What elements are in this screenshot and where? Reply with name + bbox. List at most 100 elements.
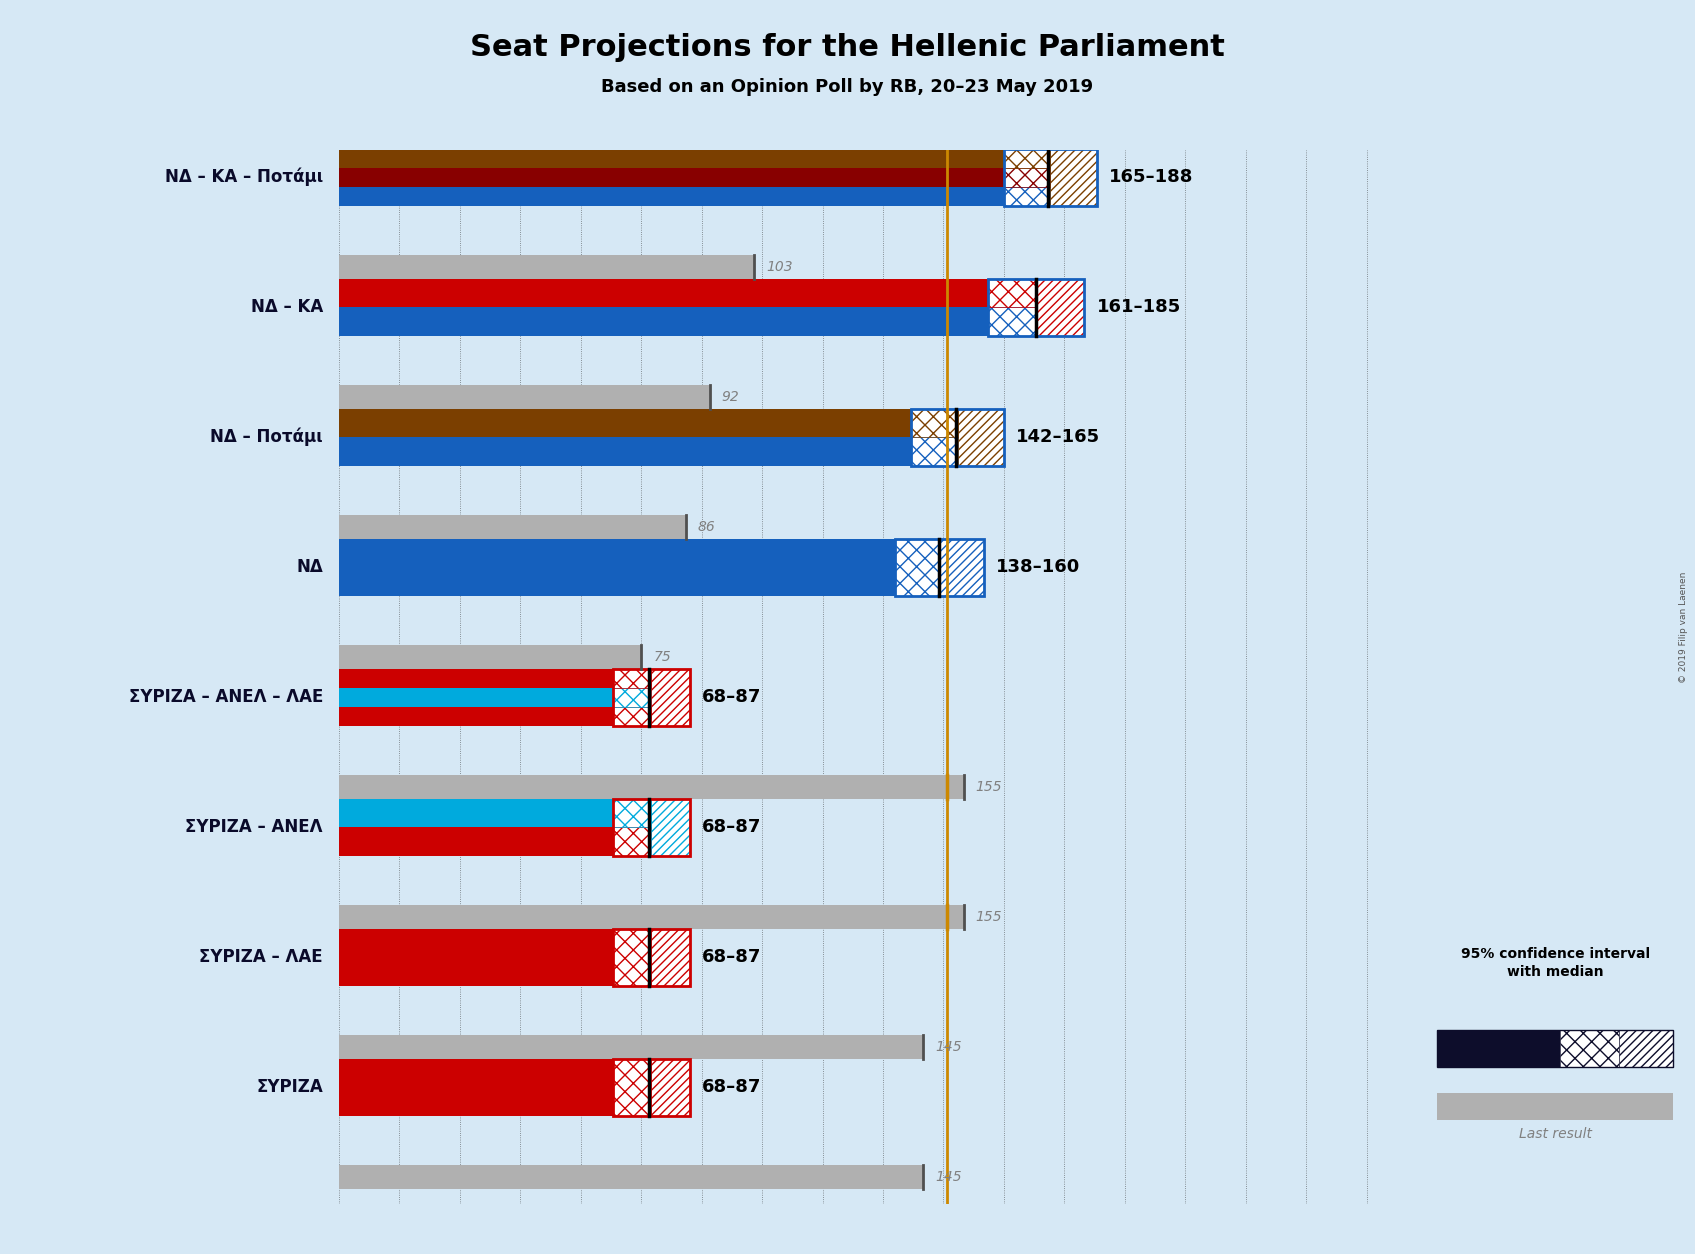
Text: Based on an Opinion Poll by RB, 20–23 May 2019: Based on an Opinion Poll by RB, 20–23 Ma…: [602, 78, 1093, 95]
Bar: [614, 929, 690, 986]
Bar: [988, 278, 1085, 336]
Text: ΝΔ – ΚΑ: ΝΔ – ΚΑ: [251, 298, 322, 316]
Bar: [339, 707, 614, 726]
Bar: [339, 799, 614, 828]
Bar: [651, 929, 690, 986]
Bar: [1559, 1030, 1619, 1067]
Bar: [339, 539, 895, 596]
Bar: [651, 799, 690, 856]
Bar: [614, 799, 690, 856]
Bar: [895, 539, 939, 596]
Bar: [1619, 1030, 1673, 1067]
Bar: [1003, 148, 1051, 168]
Bar: [614, 687, 651, 707]
Bar: [339, 255, 754, 278]
Bar: [1437, 1030, 1673, 1067]
Bar: [895, 539, 939, 596]
Text: 165–188: 165–188: [1109, 168, 1193, 186]
Bar: [339, 187, 1003, 206]
Text: 138–160: 138–160: [997, 558, 1080, 577]
Text: Last result: Last result: [1519, 1127, 1592, 1141]
Text: 145: 145: [936, 1170, 963, 1184]
Bar: [339, 929, 614, 986]
Text: Seat Projections for the Hellenic Parliament: Seat Projections for the Hellenic Parlia…: [470, 33, 1225, 61]
Bar: [614, 799, 651, 828]
Bar: [614, 668, 651, 687]
Bar: [339, 438, 912, 465]
Bar: [1003, 148, 1097, 206]
Bar: [614, 668, 651, 687]
Bar: [1437, 1030, 1559, 1067]
Bar: [339, 307, 988, 336]
Text: ΣΥΡΙΖΑ – ΛΑΕ: ΣΥΡΙΖΑ – ΛΑΕ: [200, 948, 322, 967]
Bar: [958, 409, 1003, 465]
Bar: [339, 775, 963, 799]
Bar: [988, 278, 1036, 307]
Text: 95% confidence interval
with median: 95% confidence interval with median: [1461, 947, 1649, 979]
Text: 142–165: 142–165: [1015, 428, 1100, 446]
Bar: [339, 668, 614, 687]
Bar: [1036, 278, 1085, 336]
Bar: [339, 515, 685, 539]
Bar: [614, 929, 651, 986]
Bar: [339, 409, 912, 438]
Text: 145: 145: [936, 1040, 963, 1055]
Bar: [1003, 168, 1051, 187]
Bar: [912, 409, 958, 438]
Bar: [1003, 148, 1051, 168]
Text: ΣΥΡΙΖΑ – ΑΝΕΛ: ΣΥΡΙΖΑ – ΑΝΕΛ: [185, 819, 322, 836]
Bar: [912, 409, 958, 438]
Bar: [614, 687, 651, 707]
Bar: [1003, 187, 1051, 206]
Bar: [651, 668, 690, 726]
Bar: [988, 307, 1036, 336]
Text: ΣΥΡΙΖΑ – ΑΝΕΛ – ΛΑΕ: ΣΥΡΙΖΑ – ΑΝΕΛ – ΛΑΕ: [129, 688, 322, 706]
Bar: [614, 828, 651, 856]
Text: ΝΔ – Ποτάμι: ΝΔ – Ποτάμι: [210, 428, 322, 446]
Bar: [339, 168, 1003, 187]
Text: 92: 92: [722, 390, 739, 404]
Bar: [614, 707, 651, 726]
Bar: [1003, 168, 1051, 187]
Bar: [339, 385, 710, 409]
Bar: [1003, 187, 1051, 206]
Text: 68–87: 68–87: [702, 948, 761, 967]
Text: 103: 103: [766, 260, 793, 273]
Bar: [651, 799, 690, 856]
Bar: [339, 905, 963, 929]
Bar: [912, 438, 958, 465]
Text: 155: 155: [976, 910, 1002, 924]
Bar: [939, 539, 983, 596]
Bar: [651, 668, 690, 726]
Bar: [614, 929, 651, 986]
Bar: [651, 1058, 690, 1116]
Text: 68–87: 68–87: [702, 1078, 761, 1096]
Bar: [614, 799, 651, 828]
Bar: [339, 828, 614, 856]
Bar: [614, 1058, 651, 1116]
Bar: [614, 707, 651, 726]
Bar: [1051, 148, 1097, 206]
Bar: [1036, 278, 1085, 336]
Bar: [339, 687, 614, 707]
Bar: [988, 278, 1036, 307]
Text: 161–185: 161–185: [1097, 298, 1181, 316]
Bar: [1619, 1030, 1673, 1067]
Text: 68–87: 68–87: [702, 688, 761, 706]
Bar: [958, 409, 1003, 465]
Bar: [339, 1058, 614, 1116]
Bar: [1437, 1093, 1673, 1120]
Bar: [939, 539, 983, 596]
Bar: [339, 1036, 924, 1058]
Bar: [1051, 148, 1097, 206]
Bar: [339, 148, 1003, 168]
Text: 68–87: 68–87: [702, 819, 761, 836]
Bar: [651, 1058, 690, 1116]
Bar: [912, 409, 1003, 465]
Bar: [651, 929, 690, 986]
Text: 155: 155: [976, 780, 1002, 794]
Bar: [614, 828, 651, 856]
Text: 86: 86: [698, 520, 715, 534]
Bar: [1559, 1030, 1619, 1067]
Text: © 2019 Filip van Laenen: © 2019 Filip van Laenen: [1678, 572, 1688, 682]
